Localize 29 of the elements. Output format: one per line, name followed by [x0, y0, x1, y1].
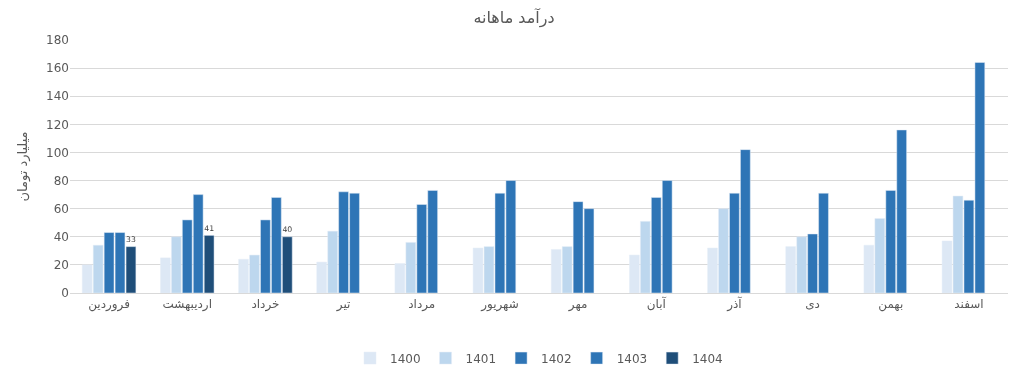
legend-label: 1402 — [541, 351, 572, 366]
y-tick-label: 160 — [46, 61, 69, 76]
x-tick-label: شهریور — [480, 297, 519, 313]
y-tick-label: 120 — [46, 117, 69, 132]
y-tick-label: 40 — [53, 229, 69, 244]
y-tick-label: 60 — [53, 201, 69, 216]
y-tick-label: 80 — [53, 173, 69, 188]
x-tick-label: بهمن — [878, 297, 904, 313]
legend-label: 1401 — [465, 351, 497, 366]
legend-label: 1404 — [692, 351, 723, 366]
x-tick-label: اردیبهشت — [162, 297, 212, 313]
legend-label: 1400 — [390, 351, 421, 366]
y-tick-label: 140 — [46, 89, 69, 104]
y-tick-label: 100 — [46, 145, 69, 160]
y-tick-label: 20 — [53, 258, 69, 273]
x-tick-label: اسفند — [954, 297, 984, 312]
y-axis-title: میلیارد تومان — [15, 131, 32, 202]
chart-title: درآمد ماهانه — [473, 7, 555, 28]
x-tick-label: تیر — [335, 297, 351, 313]
x-tick-label: دی — [805, 297, 820, 312]
x-tick-label: مهر — [567, 297, 588, 313]
y-tick-label: 0 — [61, 286, 69, 301]
legend-label: 1403 — [616, 351, 648, 366]
x-tick-label: خرداد — [251, 297, 280, 313]
x-tick-label: آذر — [726, 296, 743, 313]
x-tick-label: آبان — [646, 296, 667, 312]
x-tick-label: مرداد — [408, 297, 436, 313]
x-tick-label: فروردین — [88, 297, 130, 313]
y-tick-label: 180 — [46, 33, 69, 48]
